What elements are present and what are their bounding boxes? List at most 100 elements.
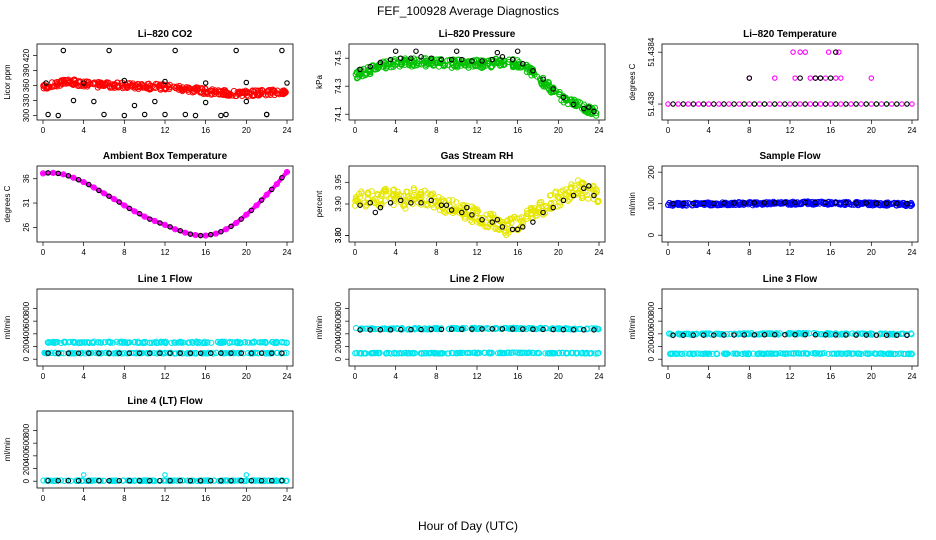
data-point	[45, 111, 51, 118]
data-point	[69, 338, 76, 345]
data-point	[45, 170, 51, 176]
data-point	[352, 350, 359, 357]
data-point	[97, 339, 105, 346]
data-point	[268, 350, 275, 356]
data-point	[535, 349, 542, 356]
data-point	[75, 350, 82, 356]
data-point	[891, 331, 898, 338]
data-point	[80, 472, 87, 478]
series-0	[352, 324, 602, 333]
data-point	[439, 204, 446, 212]
y-tick-label: 200	[647, 165, 656, 179]
x-tick-label: 0	[666, 126, 671, 135]
data-point	[741, 101, 747, 107]
data-point	[208, 90, 216, 97]
data-point	[868, 101, 875, 107]
data-point	[710, 200, 717, 207]
data-point	[279, 350, 285, 356]
data-point	[496, 350, 504, 357]
data-point	[568, 184, 575, 192]
data-point	[281, 90, 288, 97]
data-point	[566, 196, 573, 203]
x-tick-label: 20	[554, 126, 563, 135]
data-point	[106, 47, 112, 54]
data-point	[753, 331, 760, 338]
data-point	[560, 94, 567, 101]
data-point	[866, 330, 873, 338]
data-point	[475, 325, 482, 332]
data-point	[718, 330, 725, 338]
data-point	[374, 191, 382, 199]
data-point	[436, 56, 443, 63]
data-point	[258, 339, 265, 346]
data-point	[270, 477, 277, 484]
x-tick-label: 24	[595, 248, 604, 257]
data-point	[838, 101, 844, 107]
data-point	[223, 111, 229, 118]
data-point	[540, 326, 546, 333]
data-point	[448, 326, 455, 333]
data-point	[261, 339, 268, 346]
data-point	[225, 350, 232, 357]
data-point	[438, 325, 445, 332]
data-point	[162, 78, 168, 85]
data-point	[159, 350, 166, 357]
data-point	[782, 101, 788, 107]
data-point	[218, 477, 224, 484]
y-axis-label: ml/min	[628, 316, 637, 340]
data-point	[458, 326, 465, 333]
data-point	[428, 326, 434, 333]
data-point	[499, 224, 506, 230]
data-point	[802, 331, 808, 338]
y-tick-label: 330	[22, 93, 31, 107]
x-tick-label: 20	[554, 248, 563, 257]
data-point	[48, 349, 55, 357]
data-point	[482, 325, 489, 332]
data-point	[456, 325, 463, 333]
data-point	[880, 350, 887, 358]
panel-title: Li–820 Temperature	[743, 29, 837, 40]
data-point	[265, 87, 273, 94]
data-point	[489, 56, 495, 63]
data-point	[509, 326, 516, 332]
data-point	[485, 57, 492, 64]
data-point	[233, 47, 239, 54]
data-point	[106, 477, 112, 484]
y-tick-label: 200	[22, 461, 31, 475]
data-point	[504, 349, 511, 356]
data-point	[75, 477, 82, 484]
data-point	[415, 58, 423, 65]
data-point	[60, 47, 67, 54]
data-point	[126, 350, 133, 356]
data-point	[357, 327, 363, 333]
data-point	[509, 59, 516, 66]
data-point	[370, 325, 377, 332]
data-point	[263, 191, 270, 198]
data-point	[390, 325, 397, 332]
x-tick-label: 0	[41, 372, 46, 381]
data-point	[790, 49, 796, 55]
data-point	[200, 477, 208, 484]
data-point	[145, 80, 152, 87]
x-tick-label: 24	[283, 126, 292, 135]
data-point	[80, 80, 87, 86]
data-point	[377, 327, 384, 333]
data-point	[438, 202, 445, 208]
data-point	[902, 202, 910, 209]
data-point	[45, 477, 51, 484]
data-point	[579, 349, 586, 356]
data-point	[249, 349, 256, 357]
data-point	[453, 48, 460, 54]
data-point	[524, 210, 531, 217]
data-point	[404, 350, 411, 357]
data-point	[706, 350, 713, 357]
data-point	[187, 477, 194, 484]
data-point	[52, 349, 59, 356]
panel-sample: Sample Flow ml/min 0 4 8 12 16 20 24 0 100 200	[628, 151, 919, 257]
data-point	[518, 214, 525, 221]
data-point	[829, 200, 836, 207]
series-1	[45, 170, 285, 239]
data-point	[710, 332, 717, 338]
y-tick-label: 400	[22, 449, 31, 463]
data-point	[904, 332, 910, 339]
